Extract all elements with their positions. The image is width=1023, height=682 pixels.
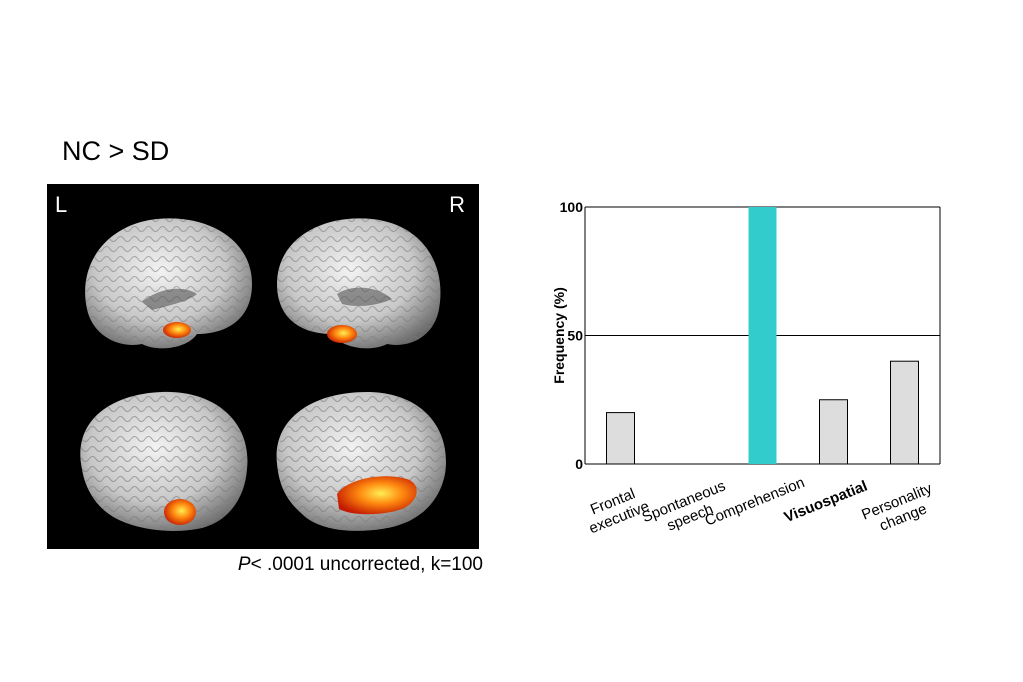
- bar: [819, 399, 848, 465]
- brain-image-panel: L R: [47, 184, 479, 549]
- bar: [606, 412, 635, 465]
- bar: [890, 360, 919, 465]
- y-tick-label: 0: [575, 456, 583, 472]
- brain-medial-left: [85, 218, 252, 349]
- right-hemisphere-label: R: [449, 192, 465, 217]
- caption-text: < .0001 uncorrected, k=100: [250, 554, 483, 575]
- x-tick-label: Personalitychange: [859, 480, 941, 540]
- y-tick-label: 50: [567, 328, 583, 344]
- bar: [748, 207, 777, 464]
- y-tick-label: 100: [560, 199, 584, 215]
- brain-medial-right: [277, 218, 441, 349]
- statistics-caption: P< .0001 uncorrected, k=100: [238, 554, 483, 576]
- caption-p-symbol: P: [237, 554, 251, 575]
- left-hemisphere-label: L: [55, 192, 68, 217]
- figure-title: NC > SD: [62, 136, 170, 166]
- y-axis-title: Frequency (%): [551, 287, 567, 383]
- brain-lateral-right: [276, 392, 447, 531]
- brain-renderings: [80, 218, 447, 531]
- brain-lateral-left: [80, 391, 248, 531]
